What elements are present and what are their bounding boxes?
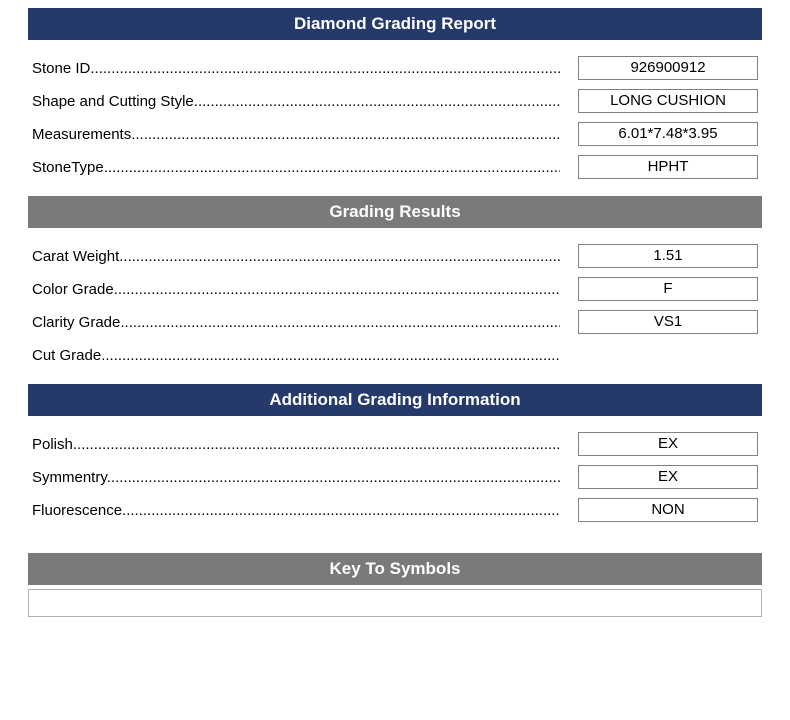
row-symmetry: Symmentry EX <box>32 465 758 489</box>
label: Stone ID <box>32 60 560 77</box>
additional-rows: Polish EX Symmentry EX Fluorescence NON <box>28 416 762 539</box>
value-stonetype: HPHT <box>578 155 758 179</box>
row-cut: Cut Grade <box>32 343 758 367</box>
value-shape: LONG CUSHION <box>578 89 758 113</box>
label: Polish <box>32 436 560 453</box>
row-polish: Polish EX <box>32 432 758 456</box>
section-title: Grading Results <box>329 202 460 221</box>
label: Cut Grade <box>32 347 560 364</box>
row-fluorescence: Fluorescence NON <box>32 498 758 522</box>
label: Measurements <box>32 126 560 143</box>
report-rows: Stone ID 926900912 Shape and Cutting Sty… <box>28 40 762 196</box>
label: Color Grade <box>32 281 560 298</box>
section-title: Key To Symbols <box>330 559 461 578</box>
grading-rows: Carat Weight 1.51 Color Grade F Clarity … <box>28 228 762 384</box>
section-title: Additional Grading Information <box>269 390 520 409</box>
row-carat: Carat Weight 1.51 <box>32 244 758 268</box>
section-header-grading: Grading Results <box>28 196 762 228</box>
row-stone-id: Stone ID 926900912 <box>32 56 758 80</box>
value-stone-id: 926900912 <box>578 56 758 80</box>
section-header-additional: Additional Grading Information <box>28 384 762 416</box>
label: Shape and Cutting Style <box>32 93 560 110</box>
section-header-report: Diamond Grading Report <box>28 8 762 40</box>
value-fluorescence: NON <box>578 498 758 522</box>
value-measurements: 6.01*7.48*3.95 <box>578 122 758 146</box>
label: StoneType <box>32 159 560 176</box>
label: Carat Weight <box>32 248 560 265</box>
value-carat: 1.51 <box>578 244 758 268</box>
row-shape: Shape and Cutting Style LONG CUSHION <box>32 89 758 113</box>
label: Symmentry <box>32 469 560 486</box>
symbols-box <box>28 589 762 617</box>
row-color: Color Grade F <box>32 277 758 301</box>
value-color: F <box>578 277 758 301</box>
row-stonetype: StoneType HPHT <box>32 155 758 179</box>
value-polish: EX <box>578 432 758 456</box>
value-cut <box>578 343 758 367</box>
row-measurements: Measurements 6.01*7.48*3.95 <box>32 122 758 146</box>
value-clarity: VS1 <box>578 310 758 334</box>
section-title: Diamond Grading Report <box>294 14 496 33</box>
value-symmetry: EX <box>578 465 758 489</box>
row-clarity: Clarity Grade VS1 <box>32 310 758 334</box>
label: Clarity Grade <box>32 314 560 331</box>
section-header-symbols: Key To Symbols <box>28 553 762 585</box>
label: Fluorescence <box>32 502 560 519</box>
report-page: Diamond Grading Report Stone ID 92690091… <box>0 0 790 617</box>
